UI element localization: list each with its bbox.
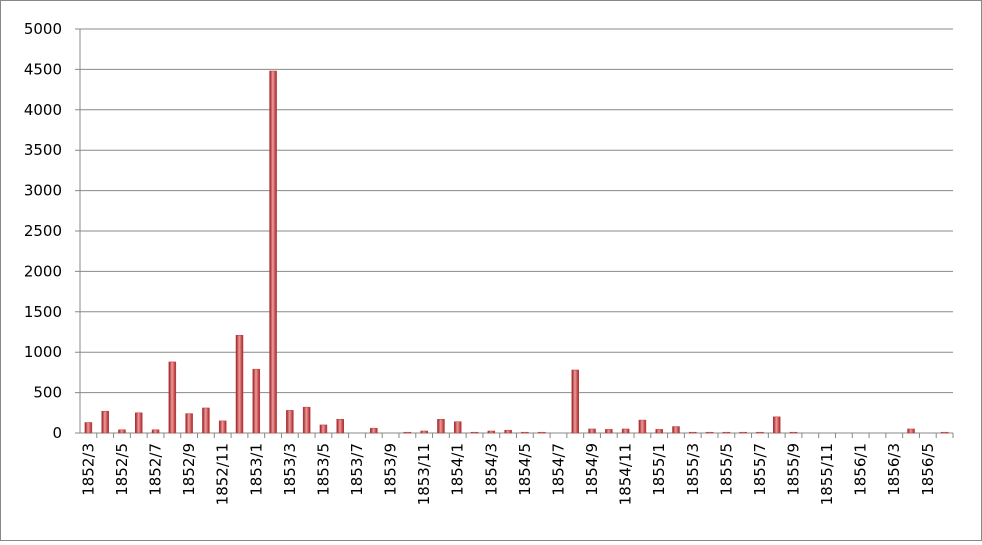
bar [202,407,210,434]
x-tick-label: 1854/5 [516,443,534,496]
bar [621,428,630,434]
y-tick-label: 0 [52,424,62,442]
bar [84,422,93,434]
bar [689,431,697,434]
bar [151,429,160,434]
bar [739,431,747,434]
x-tick-label: 1855/11 [818,443,836,505]
bar [907,428,915,434]
y-tick-label: 5000 [24,20,62,38]
bar [302,406,311,434]
x-tick-label: 1854/11 [617,443,635,505]
x-tick-label: 1854/3 [482,443,500,496]
x-tick-label: 1855/5 [717,443,735,496]
x-tick-label: 1852/9 [180,443,198,496]
y-tick-label: 4000 [24,101,62,119]
x-tick-label: 1853/5 [314,443,332,496]
bar [487,430,496,434]
x-tick-label: 1856/3 [885,443,903,496]
bar [638,419,647,434]
x-tick-label: 1855/9 [785,443,803,496]
x-tick-label: 1855/3 [684,443,702,496]
y-tick-label: 3500 [24,141,62,159]
bar [420,430,428,434]
bar [722,431,731,434]
bar [218,420,227,434]
x-tick-label: 1853/3 [281,443,299,496]
bar [319,424,328,434]
bar [537,431,546,434]
bar [185,413,193,434]
bar [336,419,344,434]
bar [588,428,596,434]
x-tick-label: 1853/7 [348,443,366,496]
x-tick-label: 1854/9 [583,443,601,496]
y-tick-label: 2500 [24,222,62,240]
bar [286,410,294,434]
x-tick-label: 1852/11 [214,443,232,505]
bar [403,431,412,434]
x-tick-label: 1856/5 [919,443,937,496]
x-tick-label: 1852/5 [113,443,131,496]
bar [756,431,764,434]
y-tick-label: 3000 [24,182,62,200]
y-tick-label: 1000 [24,343,62,361]
y-tick-label: 4500 [24,60,62,78]
x-tick-label: 1852/3 [79,443,97,496]
bar [521,431,529,434]
bar [135,412,143,434]
bar [168,361,177,434]
x-tick-label: 1855/7 [751,443,769,496]
bar [470,431,479,434]
x-tick-label: 1854/1 [449,443,467,496]
x-tick-label: 1853/11 [415,443,433,505]
bar [101,410,109,434]
bar [672,426,680,434]
x-tick-label: 1853/9 [382,443,400,496]
bar [504,429,512,434]
bar [453,421,462,434]
y-tick-label: 2000 [24,262,62,280]
bar [252,368,261,434]
x-tick-label: 1853/1 [247,443,265,496]
bar [571,369,580,434]
x-tick-label: 1855/1 [650,443,668,496]
bar [789,431,798,434]
x-tick-label: 1854/7 [549,443,567,496]
bar [772,416,781,434]
bar [940,431,949,434]
bar [605,429,613,434]
y-tick-label: 500 [33,384,62,402]
bar [118,429,126,434]
y-tick-label: 1500 [24,303,62,321]
bar [655,429,663,434]
bar [235,334,244,434]
x-tick-label: 1852/7 [147,443,165,496]
bar [437,419,445,434]
bar [269,70,277,434]
bar [705,431,714,434]
bar [370,427,378,434]
x-tick-label: 1856/1 [852,443,870,496]
